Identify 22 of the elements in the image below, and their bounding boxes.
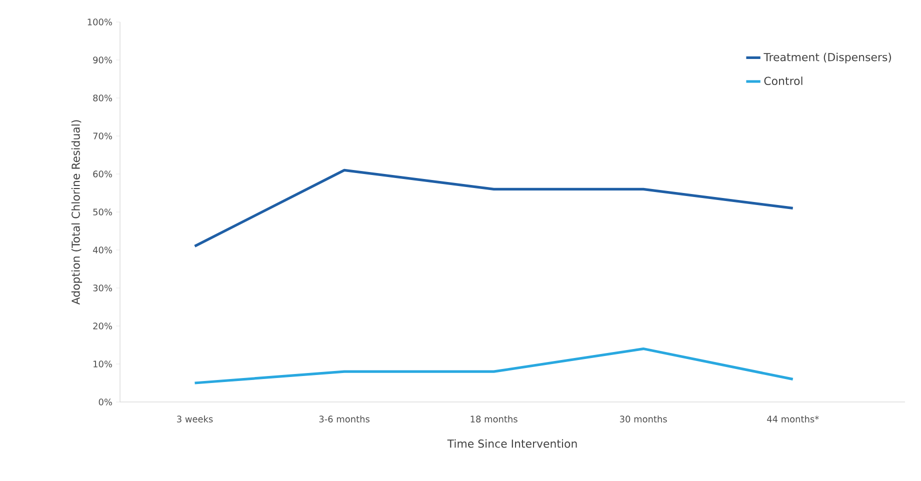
- line-series: [193, 168, 794, 248]
- x-tick-label: 18 months: [470, 416, 518, 422]
- legend-label: Treatment (Dispensers): [764, 52, 892, 64]
- x-tick-label: 44 months*: [767, 416, 819, 422]
- y-tick-label: 50%: [93, 208, 112, 216]
- y-axis-title: Adoption (Total Chlorine Residual): [71, 120, 82, 305]
- x-axis-title: Time Since Intervention: [447, 439, 577, 448]
- x-tick-label: 3 weeks: [177, 416, 213, 422]
- y-tick-label: 70%: [93, 132, 112, 140]
- x-tick-label: 3-6 months: [319, 416, 370, 422]
- y-tick-label: 60%: [93, 170, 112, 178]
- x-tick-label: 30 months: [620, 416, 667, 422]
- y-tick-label: 20%: [93, 322, 112, 330]
- legend-label: Control: [764, 76, 802, 86]
- y-tick-label: 0%: [98, 398, 112, 406]
- y-tick-label: 40%: [93, 246, 112, 254]
- y-tick-label: 30%: [93, 284, 112, 292]
- y-tick-label: 80%: [93, 94, 112, 102]
- line-series: [193, 347, 794, 384]
- y-tick-label: 100%: [88, 18, 112, 26]
- y-tick-label: 90%: [93, 56, 112, 64]
- y-tick-label: 10%: [94, 360, 112, 368]
